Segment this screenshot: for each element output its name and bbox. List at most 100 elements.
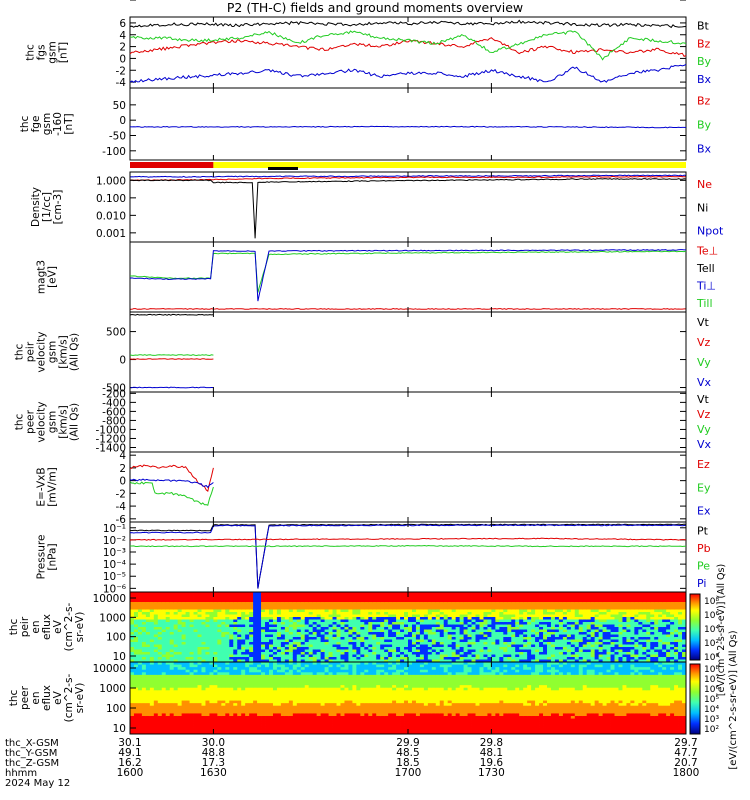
legend-peer-2: Vy: [697, 423, 711, 436]
ylabel-density-1: [1/cc]: [41, 192, 53, 222]
legend-temp-3: Till: [696, 297, 713, 310]
series-fge-Bx: [129, 125, 687, 129]
legend-peer-1: Vz: [697, 408, 711, 421]
time-tick-label-0: 1600: [117, 767, 144, 779]
series-pressure-Pe: [130, 544, 687, 548]
ytick-label-peir_spec-0: 10000: [93, 593, 126, 605]
ytick-label-exb-2: 0: [119, 476, 126, 488]
ytick-label-fgs-0: 6: [119, 18, 126, 30]
colorbar-label: [eV/(cm^2-s-sr-eV)] (All Qs): [728, 630, 739, 769]
ytick-label-density-3: 0.001: [96, 228, 126, 240]
legend-peir-1: Vz: [697, 336, 711, 349]
ytick-label-peer-3: -800: [102, 415, 126, 427]
ylabel-fgs-3: [nT]: [58, 42, 70, 63]
ytick-label-pressure-5: 10⁻⁶: [103, 583, 126, 595]
series-peir-Vy: [129, 354, 214, 357]
ylabel-peir_spec-3: eflux: [41, 614, 53, 640]
legend-density-0: Ne: [697, 178, 712, 191]
ytick-label-pressure-2: 10⁻³: [103, 547, 126, 559]
colorbar-lower: [689, 663, 701, 735]
legend-density-2: Npot: [697, 225, 724, 238]
ylabel-density-2: [cm-3]: [52, 190, 64, 225]
ylabel-peer_spec-2: en: [30, 691, 42, 704]
ytick-label-peer-4: -1000: [95, 424, 126, 436]
ephemeris-value-0-0: 30.1: [118, 737, 141, 749]
ylabel-peir-2: velocity: [36, 331, 48, 372]
ytick-label-exb-0: 4: [119, 450, 126, 462]
ytick-label-fgs-1: 4: [119, 30, 126, 42]
ylabel-peer-2: velocity: [36, 401, 48, 442]
legend-fgs-1: Bz: [697, 37, 711, 50]
ephemeris-value-2-4: 20.7: [674, 757, 697, 769]
ylabel-fgs-0: thc: [25, 44, 37, 61]
series-pressure-Pt: [129, 523, 687, 589]
mode-bar-1: [213, 162, 686, 168]
ylabel-peir_spec-2: en: [30, 620, 42, 633]
ylabel-pressure-0: Pressure: [36, 535, 48, 580]
ephemeris-value-2-3: 19.6: [480, 757, 504, 769]
ytick-label-exb-1: 2: [119, 463, 126, 475]
spectrogram-peer_spec: [130, 662, 687, 735]
time-tick-label-1: 1630: [200, 767, 227, 779]
legend-pressure-0: Pt: [697, 525, 709, 538]
legend-fge-0: Bz: [697, 94, 711, 107]
ytick-label-pressure-4: 10⁻⁵: [103, 571, 126, 583]
legend-temp-1: Tell: [696, 262, 715, 275]
legend-fgs-0: Bt: [697, 20, 710, 33]
ytick-label-fgs-4: -2: [116, 65, 126, 77]
ytick-label-peer_spec-3: 10: [113, 723, 126, 735]
series-exb-Ex: [129, 478, 214, 489]
series-peir-Vt: [129, 313, 214, 316]
colorbar-label-upper: [eV/(cm^2-s-sr-eV)] (All Qs): [716, 564, 727, 696]
series-temp-Ti⊥: [129, 249, 686, 302]
colorbar-lower-tick-5: 10³: [704, 715, 719, 725]
ytick-label-peer-5: -1200: [95, 433, 126, 445]
ylabel-peer-1: peer: [25, 409, 37, 434]
ephemeris-label-3: hhmm: [5, 768, 37, 779]
ytick-label-fge-3: -50: [109, 130, 126, 142]
ephemeris-value-1-1: 48.8: [202, 747, 225, 759]
colorbar-upper-tick-2: 10⁴: [704, 625, 719, 635]
ytick-label-fgs-5: -4: [116, 77, 127, 89]
colorbar-upper-tick-4: 10⁰: [704, 653, 719, 663]
ylabel-peer_spec-1: peer: [19, 685, 31, 710]
colorbar-upper-tick-3: 10²: [704, 639, 719, 649]
ylabel-peir_spec-5: (cm^2-s-: [63, 602, 75, 651]
panel-frame-fgs: [129, 16, 687, 89]
series-pressure-Pi: [129, 524, 687, 589]
legend-exb-2: Ex: [697, 505, 711, 518]
series-fgs-Bz: [129, 37, 687, 58]
series-fgs-By: [129, 30, 687, 61]
colorbar-lower-tick-0: 10⁸: [704, 665, 719, 675]
time-tick-label-4: 1800: [673, 767, 700, 779]
ylabel-peer-5: (All Qs): [69, 403, 81, 441]
spectrogram-peir_spec: [130, 592, 687, 663]
ephemeris-value-1-0: 49.1: [118, 747, 141, 759]
ytick-label-exb-5: -6: [116, 514, 127, 526]
ephemeris-label-1: thc_Y-GSM: [5, 748, 57, 759]
ylabel-temp-1: [eV]: [47, 266, 59, 288]
ytick-label-temp-0: 1000: [99, 0, 126, 3]
ylabel-peer_spec-0: thc: [8, 690, 20, 707]
ephemeris-label-0: thc_X-GSM: [5, 738, 59, 749]
ytick-label-pressure-0: 10⁻¹: [103, 523, 126, 535]
ylabel-fge-0: thc: [19, 116, 31, 133]
ylabel-density-0: Density: [30, 187, 42, 227]
colorbar-lower-tick-3: 10⁵: [704, 695, 719, 705]
ytick-label-peer_spec-0: 10000: [93, 663, 126, 675]
ylabel-peer_spec-6: sr-eV): [74, 683, 86, 714]
series-temp-Till: [129, 250, 687, 293]
ytick-label-peer_spec-1: 1000: [99, 683, 126, 695]
series-density-Ne: [129, 175, 687, 182]
ytick-label-peer_spec-2: 100: [106, 703, 126, 715]
colorbar-lower-tick-1: 10⁷: [704, 675, 719, 685]
ytick-label-peir_spec-2: 100: [106, 632, 126, 644]
ytick-label-peir-0: 500: [106, 327, 126, 339]
ytick-label-fge-0: 100: [106, 0, 126, 3]
ylabel-exb-1: [mV/m]: [47, 467, 59, 506]
legend-fge-2: Bx: [697, 142, 712, 155]
ephemeris-value-0-1: 30.0: [202, 737, 225, 749]
series-peir-Vz: [129, 358, 214, 360]
legend-exb-1: Ey: [697, 481, 711, 494]
series-fgs-Bt: [129, 19, 687, 29]
